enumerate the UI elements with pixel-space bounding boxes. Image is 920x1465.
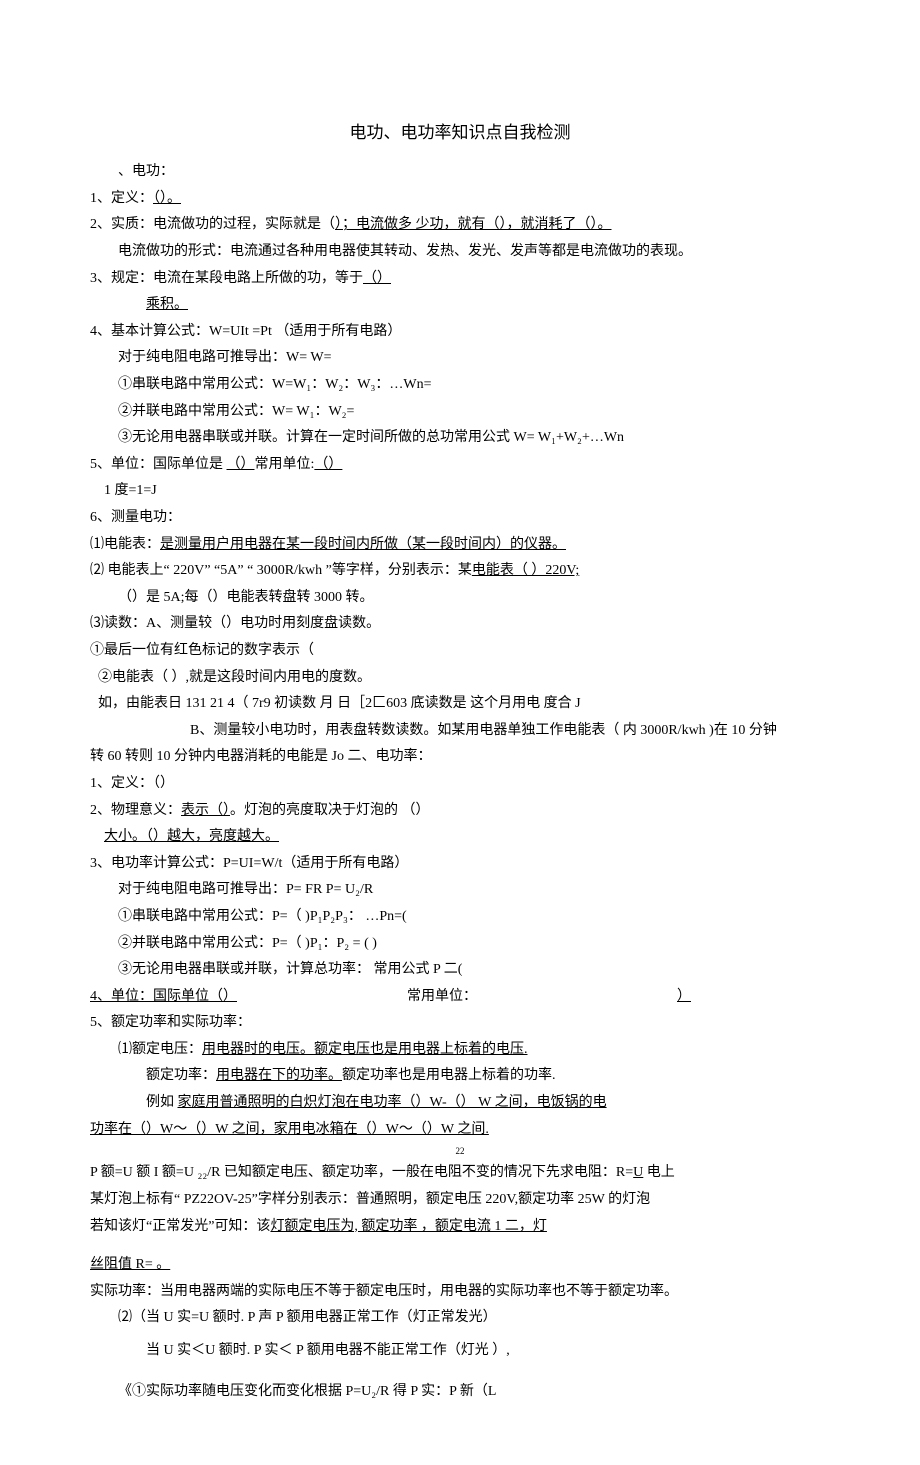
text: 2、物理意义：: [90, 803, 181, 818]
text-line: 若知该灯“正常发光”可知：该灯额定电压为, 额定功率 ，额定电流 1 二，灯: [90, 1214, 830, 1241]
text-line: 某灯泡上标有“ PZ22OV-25”字样分别表示：普通照明，额定电压 220V,…: [90, 1187, 830, 1214]
blank: 是测量用户用电器在某一段时间内所做（某一段时间内）的仪器。: [160, 537, 566, 552]
text-line: 额定功率：用电器在下的功率。额定功率也是用电器上标着的功率.: [90, 1063, 830, 1090]
text-line: ②并联电路中常用公式：W= W₁：W₂=: [90, 399, 830, 426]
text-line: ⑴额定电压：用电器时的电压。额定电压也是用电器上标着的电压.: [90, 1037, 830, 1064]
blank: 用电器在下的功率。: [216, 1068, 342, 1083]
text-line: 3、电功率计算公式：P=UI=W/t（适用于所有电路）: [90, 851, 830, 878]
text: 4、单位：国际单位: [90, 989, 209, 1004]
text-line: 3、规定：电流在某段电路上所做的功，等于（）: [90, 266, 830, 293]
text-line: 2、实质：电流做功的过程，实际就是（）；电流做多 少功，就有（），就消耗了（）。: [90, 212, 830, 239]
text-line: 22: [90, 1143, 830, 1160]
text: 电上: [643, 1165, 675, 1180]
text-line: 实际功率：当用电器两端的实际电压不等于额定电压时，用电器的实际功率也不等于额定功…: [90, 1279, 830, 1306]
text-line: ①串联电路中常用公式：P=（ )P₁P₂P₃： …Pn=(: [90, 904, 830, 931]
text-line: ①最后一位有红色标记的数字表示（: [90, 638, 830, 665]
text: 额定功率也是用电器上标着的功率.: [342, 1068, 556, 1083]
text-line: B、测量较小电功时，用表盘转数读数。如某用电器单独工作电能表（ 内 3000R/…: [90, 718, 830, 745]
text-line: 1、定义：（）: [90, 771, 830, 798]
blank: ）: [677, 989, 691, 1004]
blank: （）。: [153, 191, 181, 206]
blank: （）: [363, 271, 391, 286]
text-line: 电流做功的形式：电流通过各种用电器使其转动、发热、发光、发声等都是电流做功的表现…: [90, 239, 830, 266]
text-line: P 额=U 额 I 额=U ₂₂/R 已知额定电压、额定功率，一般在电阻不变的情…: [90, 1160, 830, 1187]
text: 例如: [146, 1095, 178, 1110]
text-line: ①串联电路中常用公式：W=W₁：W₂：W₃：…Wn=: [90, 372, 830, 399]
section1-heading: 、电功：: [90, 159, 830, 186]
text-line: 对于纯电阻电路可推导出：W= W=: [90, 345, 830, 372]
text: ⑴额定电压：: [118, 1042, 202, 1057]
text: 5、单位：国际单位是: [90, 457, 227, 472]
text: 常用单位：: [407, 989, 477, 1004]
text-line: ⑴电能表：是测量用户用电器在某一段时间内所做（某一段时间内）的仪器。: [90, 532, 830, 559]
text-line: 5、额定功率和实际功率：: [90, 1010, 830, 1037]
document-page: 电功、电功率知识点自我检测 、电功： 1、定义：（）。 2、实质：电流做功的过程…: [0, 0, 920, 1465]
text: 3、规定：电流在某段电路上所做的功，等于: [90, 271, 363, 286]
blank: 家庭用普通照明的白炽灯泡在电功率（）W-（） W 之间，电饭锅的电: [178, 1095, 607, 1110]
text-line: ⑵（当 U 实=U 额时. P 声 P 额用电器正常工作（灯正常发光）: [90, 1305, 830, 1332]
text: ⑵ 电能表上“ 220V” “5A” “ 3000R/kwh ”等字样，分别表示…: [90, 563, 472, 578]
text: 。灯泡的亮度取决于灯泡的 （）: [230, 803, 430, 818]
text: 额定功率：: [146, 1068, 216, 1083]
text-line: 乘积。: [90, 292, 830, 319]
text-line: ⑶读数：A、测量较（）电功时用刻度盘读数。: [90, 611, 830, 638]
text-line: 4、基本计算公式：W=UIt =Pt （适用于所有电路）: [90, 319, 830, 346]
text-line: 6、测量电功：: [90, 505, 830, 532]
blank: ）；电流做多 少功，就有（），就消耗了（）。: [335, 217, 612, 232]
text-line: ③无论用电器串联或并联，计算总功率： 常用公式 P 二(: [90, 957, 830, 984]
blank: （）: [227, 457, 255, 472]
blank: 电能表（ ）220V;: [472, 563, 579, 578]
text-line: 转 60 转则 10 分钟内电器消耗的电能是 Jo 二、电功率：: [90, 744, 830, 771]
text-line: 当 U 实＜U 额时. P 实＜ P 额用电器不能正常工作（灯光 ）,: [90, 1338, 830, 1365]
text: 1、定义：: [90, 191, 153, 206]
text-line: 对于纯电阻电路可推导出：P= FR P= U₂/R: [90, 877, 830, 904]
text-line: ⑵ 电能表上“ 220V” “5A” “ 3000R/kwh ”等字样，分别表示…: [90, 558, 830, 585]
blank: 用电器时的电压。额定电压也是用电器上标着的电压.: [202, 1042, 528, 1057]
text-line: ②并联电路中常用公式：P=（ )P₁：P₂ = ( ): [90, 931, 830, 958]
text-line: 1、定义：（）。: [90, 186, 830, 213]
text: ⑴电能表：: [90, 537, 160, 552]
text-line: 丝阻值 R= 。: [90, 1252, 830, 1279]
text-line: 1 度=1=J: [90, 478, 830, 505]
text-line: 4、单位：国际单位（） 常用单位： ）: [90, 984, 830, 1011]
text-line: 例如 家庭用普通照明的白炽灯泡在电功率（）W-（） W 之间，电饭锅的电: [90, 1090, 830, 1117]
blank: U: [633, 1165, 643, 1180]
text: 2、实质：电流做功的过程，实际就是（: [90, 217, 335, 232]
text: P 额=U 额 I 额=U ₂₂/R 已知额定电压、额定功率，一般在电阻不变的情…: [90, 1165, 633, 1180]
blank: （）: [314, 457, 342, 472]
text: 常用单位:: [255, 457, 315, 472]
page-title: 电功、电功率知识点自我检测: [90, 117, 830, 149]
text-line: ③无论用电器串联或并联。计算在一定时间所做的总功常用公式 W= W₁+W₂+…W…: [90, 425, 830, 452]
blank: 灯额定电压为, 额定功率 ，额定电流 1 二，灯: [270, 1219, 547, 1234]
text-line: （）是 5A;每（）电能表转盘转 3000 转。: [90, 585, 830, 612]
text-line: 2、物理意义：表示（）。灯泡的亮度取决于灯泡的 （）: [90, 798, 830, 825]
text-line: ②电能表（ ）,就是这段时间内用电的度数。: [90, 665, 830, 692]
text-line: 功率在（）W〜（）W 之间，家用电冰箱在（）W〜（）W 之间.: [90, 1117, 830, 1144]
text: 若知该灯“正常发光”可知：该: [90, 1219, 270, 1234]
text-line: 5、单位：国际单位是 （）常用单位:（）: [90, 452, 830, 479]
text-line: 大小。（）越大，亮度越大。: [90, 824, 830, 851]
text-line: 如，由能表日 131 21 4（ 7r9 初读数 月 日［2匚603 底读数是 …: [90, 691, 830, 718]
blank: 表示（）: [181, 803, 230, 818]
text-line: 《①实际功率随电压变化而变化根据 P=U₂/R 得 P 实：P 新（L: [90, 1379, 830, 1406]
blank: （）: [209, 989, 237, 1004]
